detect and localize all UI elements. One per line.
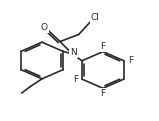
Text: F: F xyxy=(100,89,105,98)
Text: F: F xyxy=(128,56,133,65)
Text: O: O xyxy=(41,23,48,32)
Text: F: F xyxy=(100,42,105,51)
Text: Cl: Cl xyxy=(91,13,100,22)
Text: F: F xyxy=(73,75,78,84)
Text: N: N xyxy=(70,48,77,57)
